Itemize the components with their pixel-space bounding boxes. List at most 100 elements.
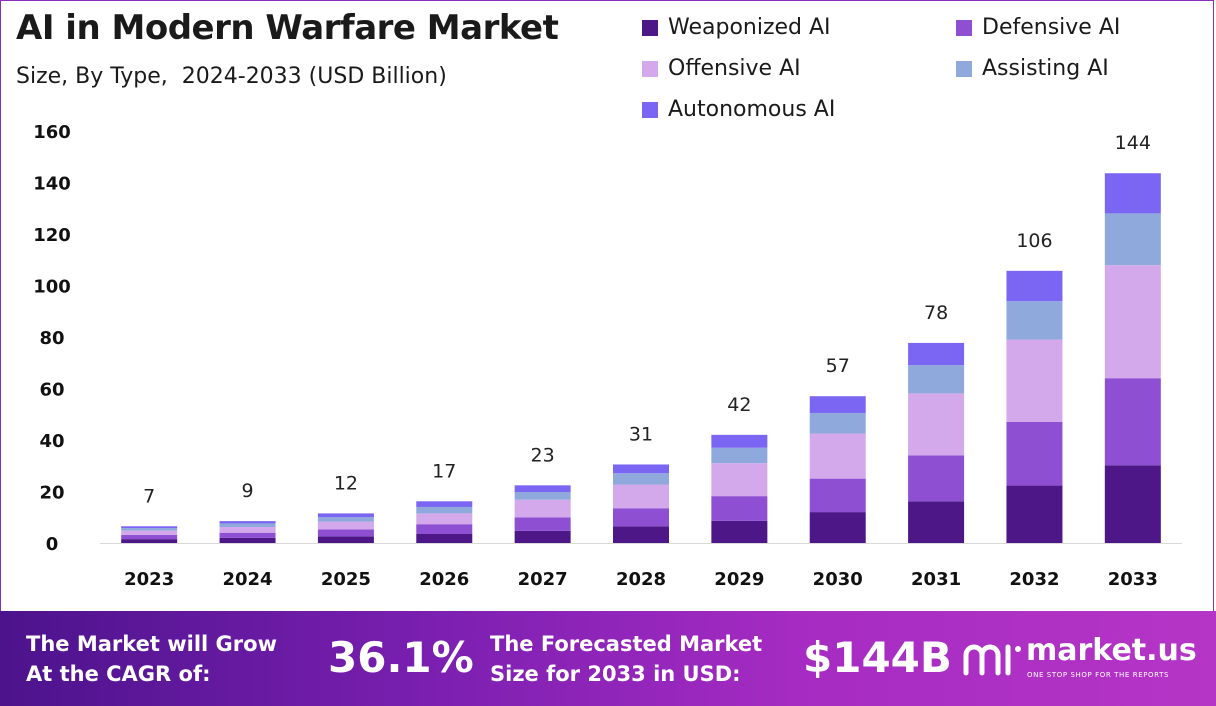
- total-label-2028: 31: [629, 423, 653, 445]
- bar-defensive-ai-2025: [317, 529, 374, 537]
- market-us-logo-tagline: ONE STOP SHOP FOR THE REPORTS: [1027, 671, 1170, 679]
- bar-defensive-ai-2027: [514, 517, 571, 531]
- legend-label-defensive-ai: Defensive AI: [982, 15, 1121, 40]
- bar-offensive-ai-2025: [317, 521, 374, 530]
- x-tick-label-2028: 2028: [616, 569, 666, 590]
- forecast-label-line1: The Forecasted Market: [490, 632, 763, 656]
- cagr-value: 36.1%: [328, 633, 474, 682]
- x-tick-label-2033: 2033: [1108, 569, 1158, 590]
- bar-offensive-ai-2023: [121, 530, 178, 536]
- y-tick-label-120: 120: [33, 225, 71, 246]
- bar-offensive-ai-2030: [809, 433, 866, 479]
- chart-title: AI in Modern Warfare Market: [16, 8, 559, 48]
- bar-defensive-ai-2031: [908, 455, 965, 502]
- total-label-2029: 42: [727, 394, 751, 416]
- y-tick-label-40: 40: [39, 431, 64, 452]
- y-tick-label-140: 140: [33, 174, 71, 195]
- bar-weaponized-ai-2025: [317, 536, 374, 543]
- bar-assisting-ai-2023: [121, 528, 178, 531]
- bar-autonomous-ai-2024: [219, 521, 276, 524]
- bar-assisting-ai-2030: [809, 412, 866, 434]
- total-label-2027: 23: [531, 444, 555, 466]
- y-tick-label-0: 0: [46, 534, 59, 555]
- bar-offensive-ai-2031: [908, 393, 965, 456]
- bar-autonomous-ai-2026: [416, 501, 473, 507]
- legend-item-autonomous-ai: Autonomous AI: [642, 97, 835, 122]
- x-tick-label-2023: 2023: [124, 569, 174, 590]
- forecast-label-line2: Size for 2033 in USD:: [490, 662, 741, 686]
- bar-assisting-ai-2031: [908, 365, 965, 394]
- chart-subtitle: Size, By Type, 2024-2033 (USD Billion): [16, 64, 447, 89]
- legend-swatch-assisting-ai: [956, 60, 972, 77]
- legend-item-offensive-ai: Offensive AI: [642, 56, 801, 81]
- legend-swatch-weaponized-ai: [642, 19, 658, 36]
- legend-label-autonomous-ai: Autonomous AI: [668, 97, 836, 122]
- bar-autonomous-ai-2032: [1006, 270, 1063, 302]
- bar-autonomous-ai-2023: [121, 526, 178, 529]
- total-label-2031: 78: [924, 302, 948, 324]
- bar-weaponized-ai-2031: [908, 501, 965, 543]
- total-label-2033: 144: [1115, 132, 1151, 154]
- legend-label-assisting-ai: Assisting AI: [982, 56, 1109, 81]
- bar-defensive-ai-2033: [1104, 378, 1161, 466]
- bar-assisting-ai-2028: [613, 473, 669, 485]
- cagr-label-line2: At the CAGR of:: [26, 662, 211, 686]
- total-label-2024: 9: [241, 480, 253, 502]
- x-tick-label-2029: 2029: [714, 569, 764, 590]
- bar-offensive-ai-2032: [1006, 339, 1063, 422]
- bar-weaponized-ai-2027: [514, 530, 571, 543]
- legend-item-weaponized-ai: Weaponized AI: [642, 15, 831, 40]
- bar-autonomous-ai-2025: [317, 513, 374, 518]
- total-label-2023: 7: [143, 485, 155, 507]
- bar-defensive-ai-2024: [219, 532, 276, 538]
- forecast-value: $144B: [803, 633, 952, 682]
- bar-offensive-ai-2029: [711, 463, 768, 497]
- total-label-2032: 106: [1016, 230, 1052, 252]
- y-tick-label-20: 20: [39, 483, 64, 504]
- total-label-2030: 57: [826, 355, 850, 377]
- bar-weaponized-ai-2026: [416, 533, 473, 543]
- legend-item-defensive-ai: Defensive AI: [956, 15, 1120, 40]
- bar-autonomous-ai-2033: [1104, 173, 1161, 214]
- footer-banner: The Market will Grow At the CAGR of: 36.…: [0, 611, 1216, 706]
- bar-assisting-ai-2025: [317, 517, 374, 522]
- market-us-logo-name: market.us: [1026, 633, 1197, 668]
- total-label-2025: 12: [334, 472, 358, 494]
- bar-weaponized-ai-2023: [121, 539, 178, 543]
- legend-item-assisting-ai: Assisting AI: [956, 56, 1109, 81]
- bar-offensive-ai-2024: [219, 527, 276, 533]
- x-tick-label-2025: 2025: [321, 569, 371, 590]
- legend-swatch-defensive-ai: [956, 19, 972, 36]
- bar-weaponized-ai-2033: [1104, 465, 1161, 543]
- bar-chart: 0 20 40 60 80 100 120 140 160 7 2023 9 2024 12 2025 17 2…: [33, 122, 1182, 590]
- bar-assisting-ai-2024: [219, 523, 276, 528]
- y-tick-label-100: 100: [33, 277, 71, 298]
- bar-defensive-ai-2030: [809, 478, 866, 513]
- bar-offensive-ai-2026: [416, 513, 473, 525]
- bar-defensive-ai-2028: [613, 508, 669, 527]
- bar-assisting-ai-2026: [416, 506, 473, 514]
- bar-assisting-ai-2032: [1006, 301, 1063, 340]
- bar-defensive-ai-2023: [121, 535, 178, 540]
- legend-label-offensive-ai: Offensive AI: [668, 56, 801, 81]
- bar-offensive-ai-2028: [613, 484, 669, 509]
- bar-weaponized-ai-2028: [613, 526, 669, 543]
- bar-assisting-ai-2033: [1104, 213, 1161, 266]
- x-tick-label-2030: 2030: [813, 569, 863, 590]
- bar-defensive-ai-2026: [416, 524, 473, 534]
- x-tick-label-2031: 2031: [911, 569, 961, 590]
- bar-defensive-ai-2032: [1006, 421, 1063, 486]
- x-tick-label-2027: 2027: [518, 569, 568, 590]
- x-tick-label-2032: 2032: [1009, 569, 1059, 590]
- y-tick-label-160: 160: [33, 122, 71, 143]
- bar-weaponized-ai-2032: [1006, 485, 1063, 543]
- bar-assisting-ai-2029: [711, 447, 768, 464]
- bar-offensive-ai-2027: [514, 499, 571, 518]
- bar-assisting-ai-2027: [514, 492, 571, 500]
- bar-autonomous-ai-2028: [613, 464, 669, 474]
- bar-autonomous-ai-2030: [809, 396, 866, 413]
- y-tick-label-80: 80: [39, 328, 64, 349]
- bar-autonomous-ai-2029: [711, 434, 768, 448]
- bar-autonomous-ai-2027: [514, 485, 571, 493]
- bar-defensive-ai-2029: [711, 496, 768, 521]
